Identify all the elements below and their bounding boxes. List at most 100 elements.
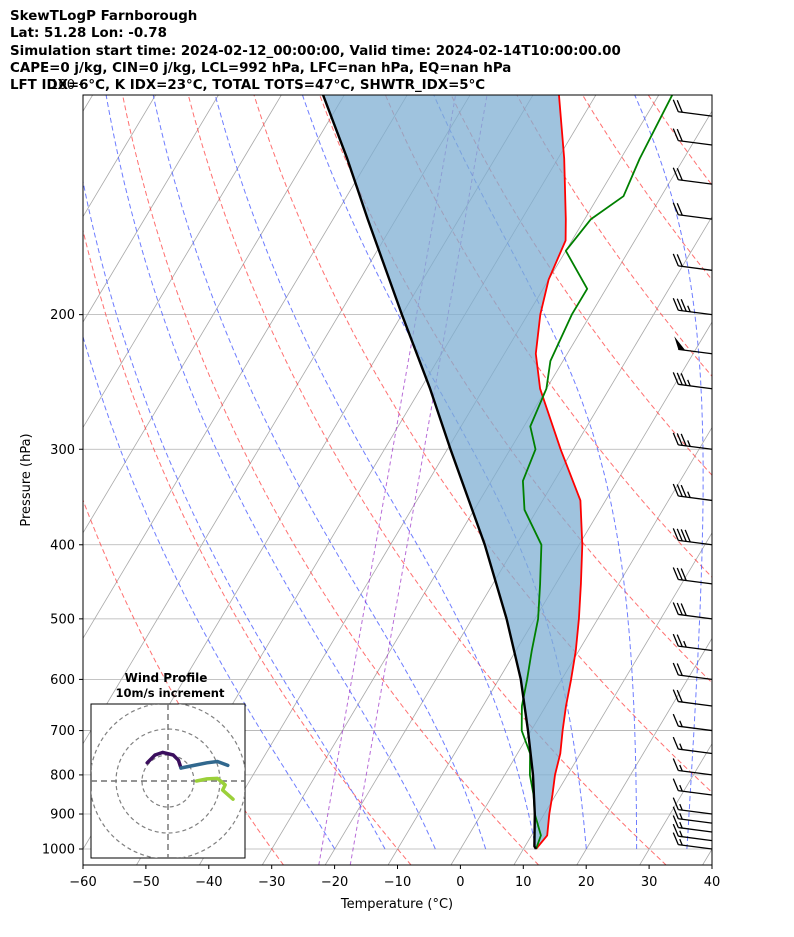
- barb-staff: [678, 111, 713, 117]
- wind-barb: [672, 806, 713, 824]
- barb-full: [672, 128, 679, 141]
- hodograph-trace: [179, 759, 230, 770]
- x-tick-label: −60: [69, 875, 96, 890]
- barb-full: [680, 529, 687, 542]
- barb-half: [687, 305, 691, 313]
- barb-staff: [678, 748, 713, 755]
- x-axis-label: Temperature (°C): [340, 897, 453, 912]
- index-line: LFT IDX=6°C, K IDX=23°C, TOTAL TOTS=47°C…: [10, 78, 486, 94]
- header: SkewTLogP Farnborough Lat: 51.28 Lon: -0…: [10, 8, 621, 94]
- hodograph-subtitle: 10m/s increment: [116, 686, 225, 700]
- cape-line: CAPE=0 j/kg, CIN=0 j/kg, LCL=992 hPa, LF…: [10, 60, 512, 76]
- barb-half: [679, 720, 683, 727]
- barb-full: [672, 167, 679, 180]
- wind-barb: [672, 297, 713, 316]
- wind-barbs: [672, 99, 713, 850]
- barb-full: [672, 797, 679, 810]
- wind-barb: [672, 797, 713, 815]
- wind-barb: [672, 662, 713, 681]
- isotherm: [639, 742, 712, 865]
- moist-adiabat: [83, 334, 336, 850]
- barb-full: [672, 432, 679, 446]
- isotherm: [513, 532, 712, 865]
- barb-full: [676, 484, 683, 497]
- isotherm: [83, 95, 219, 323]
- parcel-line: [321, 95, 538, 850]
- y-tick-label: 1000: [42, 843, 75, 858]
- wind-barb: [674, 336, 713, 355]
- barb-full: [680, 568, 687, 581]
- wind-barb: [672, 99, 713, 117]
- barb-half: [679, 838, 683, 846]
- barb-full: [672, 528, 679, 541]
- wind-barb: [672, 815, 713, 833]
- wind-barb: [672, 602, 713, 620]
- cape-cin-shading: [323, 95, 583, 849]
- hodograph-title: Wind Profile: [125, 671, 208, 685]
- dry-adiabat: [581, 95, 712, 281]
- barb-full: [676, 528, 683, 542]
- barb-staff: [678, 495, 713, 502]
- x-tick-label: 40: [704, 875, 721, 890]
- barb-half: [679, 830, 683, 837]
- barb-staff: [678, 383, 713, 390]
- barb-full: [672, 633, 679, 647]
- isotherm: [576, 637, 712, 865]
- barb-half: [683, 640, 687, 648]
- barb-staff: [678, 139, 713, 146]
- barb-staff: [678, 769, 713, 776]
- y-tick-label: 300: [50, 443, 75, 458]
- wind-barb: [672, 253, 713, 271]
- moist-adiabat: [634, 95, 704, 850]
- x-axis-ticks: −60 −50 −40 −30 −20 −10 0 10 20 30 40: [69, 865, 720, 890]
- barb-full: [676, 254, 683, 267]
- hodograph-traces: [145, 750, 235, 801]
- barb-half: [679, 764, 683, 772]
- barb-staff: [678, 265, 713, 271]
- barb-full: [672, 602, 679, 615]
- barb-half: [687, 440, 691, 447]
- wind-barb: [672, 372, 713, 390]
- isotherm: [387, 321, 712, 865]
- barb-full: [672, 713, 679, 727]
- isotherm: [83, 95, 157, 218]
- barb-full: [680, 299, 687, 312]
- barb-full: [672, 778, 679, 791]
- dry-adiabat: [384, 95, 712, 578]
- isotherm: [83, 95, 408, 640]
- x-tick-label: 20: [578, 875, 595, 890]
- barb-full: [672, 483, 679, 497]
- dry-adiabat: [253, 95, 712, 793]
- dry-adiabat: [450, 95, 712, 476]
- barb-full: [672, 202, 679, 215]
- isotherm: [83, 95, 94, 112]
- barb-staff: [678, 725, 713, 732]
- barb-full: [676, 202, 683, 216]
- barb-staff: [678, 818, 713, 824]
- isotherm: [198, 95, 660, 865]
- barb-half: [679, 803, 683, 811]
- barb-full: [672, 806, 679, 819]
- dewpoint-line: [520, 95, 674, 850]
- hodograph-inset: Wind Profile 10m/s increment: [90, 671, 246, 859]
- barb-full: [676, 168, 683, 181]
- barb-full: [672, 823, 679, 837]
- barb-full: [684, 529, 691, 543]
- barb-flag: [674, 336, 686, 351]
- profile-lines: [321, 95, 674, 850]
- barb-staff: [678, 444, 713, 450]
- barb-full: [672, 832, 679, 845]
- location-line: Lat: 51.28 Lon: -0.78: [10, 26, 167, 42]
- barb-full: [672, 253, 679, 267]
- barb-half: [679, 812, 683, 820]
- chart-title: SkewTLogP Farnborough: [10, 9, 198, 24]
- barb-staff: [678, 843, 713, 850]
- barb-full: [680, 603, 687, 616]
- y-tick-label: 200: [50, 308, 75, 323]
- dry-adiabat: [122, 95, 540, 865]
- wind-barb: [672, 713, 713, 732]
- barb-full: [676, 634, 683, 647]
- barb-full: [672, 372, 679, 385]
- barb-staff: [678, 613, 713, 620]
- barb-full: [672, 99, 679, 112]
